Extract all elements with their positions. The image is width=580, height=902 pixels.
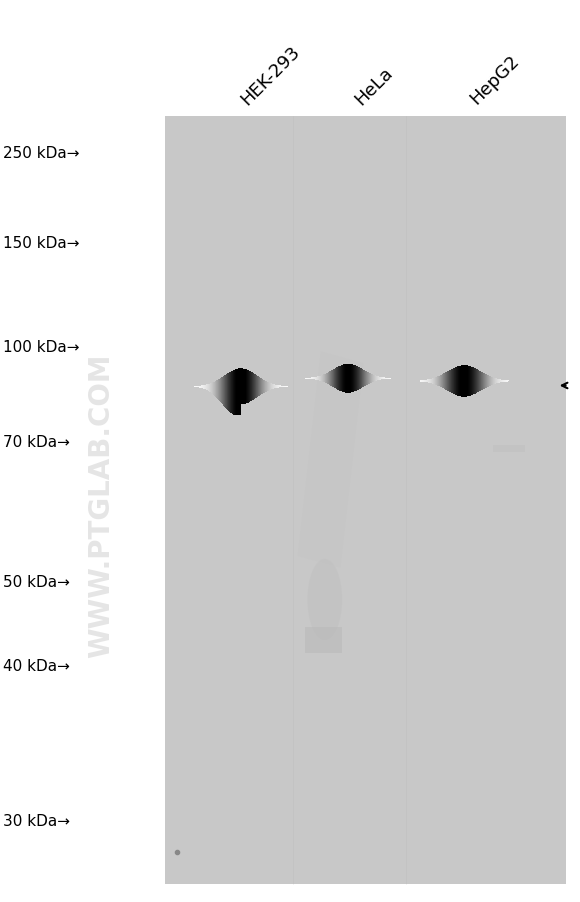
Text: 150 kDa→: 150 kDa→ [3,236,79,251]
Text: 30 kDa→: 30 kDa→ [3,814,70,828]
Text: HepG2: HepG2 [467,52,523,108]
Text: 40 kDa→: 40 kDa→ [3,658,70,673]
Text: WWW.PTGLAB.COM: WWW.PTGLAB.COM [88,353,115,658]
Bar [493,446,525,453]
Bar [305,628,342,653]
Polygon shape [298,352,364,568]
Bar [165,117,566,884]
Text: HEK-293: HEK-293 [238,42,304,108]
Text: 50 kDa→: 50 kDa→ [3,575,70,589]
Text: 100 kDa→: 100 kDa→ [3,340,79,354]
Ellipse shape [307,559,342,640]
Text: 250 kDa→: 250 kDa→ [3,146,79,161]
Text: 70 kDa→: 70 kDa→ [3,435,70,449]
Text: HeLa: HeLa [351,63,396,108]
